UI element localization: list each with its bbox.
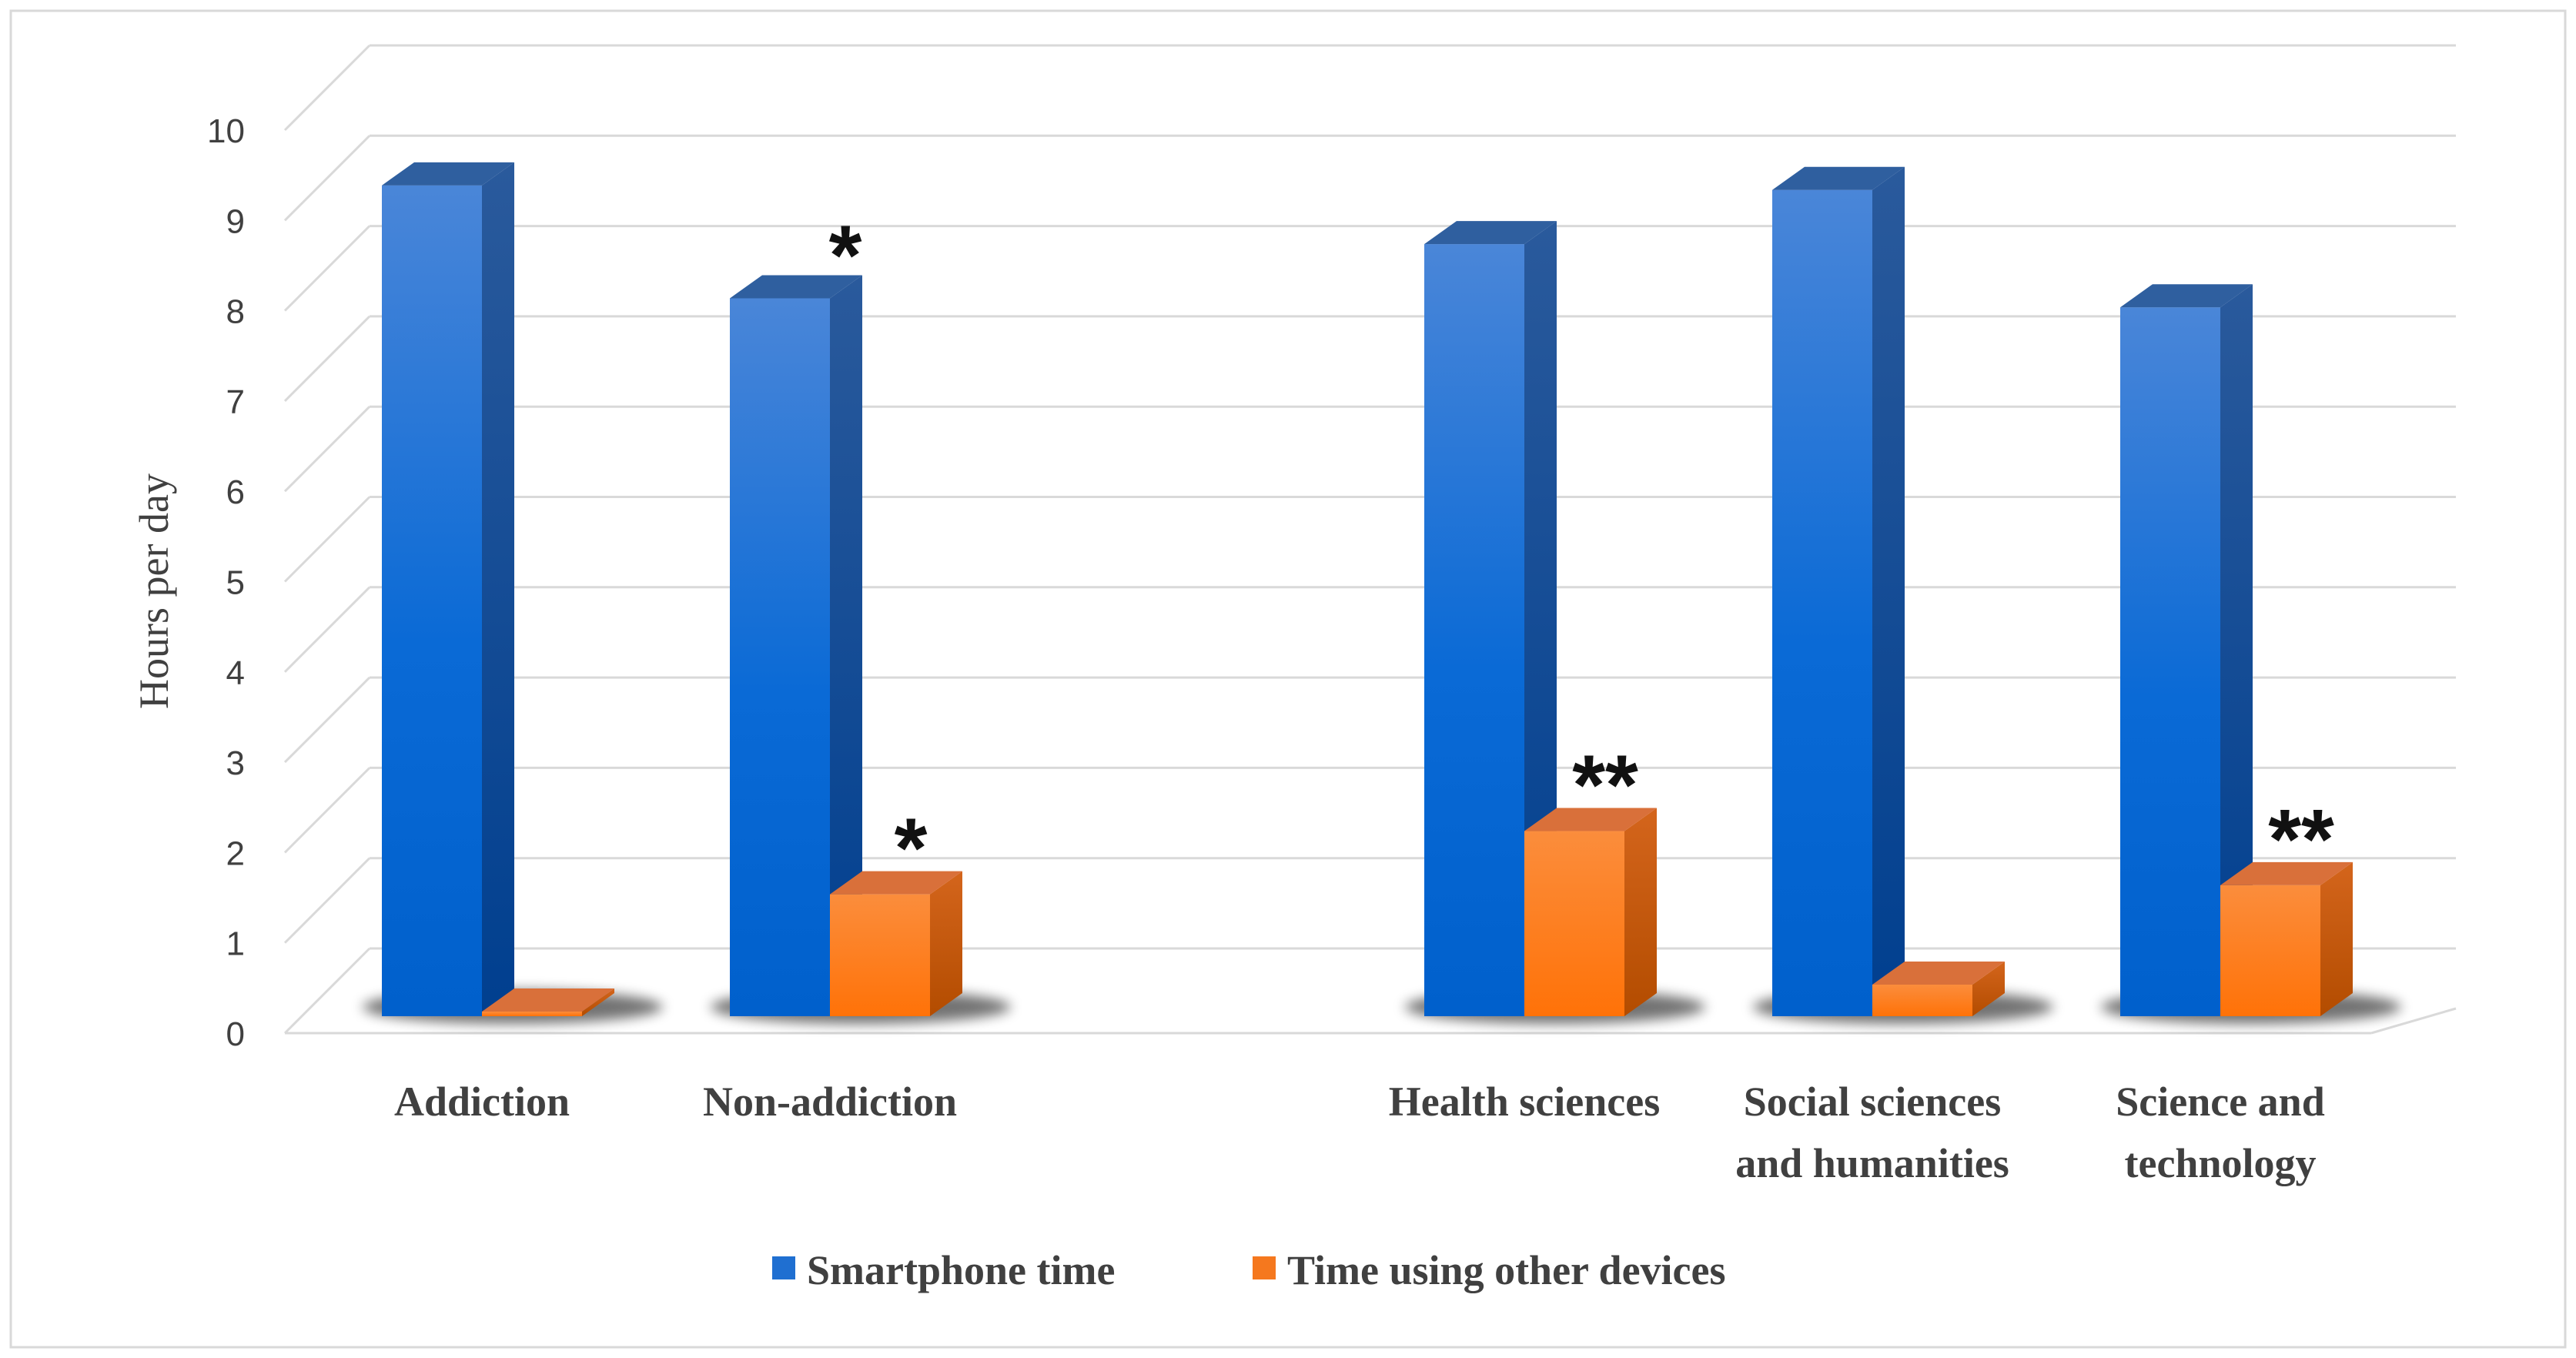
bar-other-devices-front — [1872, 984, 1972, 1016]
gridline-wall — [283, 677, 371, 764]
bar-smartphone-top — [730, 275, 862, 299]
category-label: Science and — [2116, 1079, 2325, 1125]
bar-other-devices-front — [1524, 831, 1624, 1016]
y-tick-label: 2 — [226, 835, 245, 872]
bar-other-devices-side — [1624, 808, 1657, 1016]
bar-other-devices-side — [1972, 961, 2005, 1016]
y-axis-title: Hours per day — [131, 473, 177, 709]
gridline-wall — [283, 767, 371, 854]
bar-other-devices — [2220, 861, 2353, 1016]
bars — [382, 162, 2353, 1017]
gridline-wall — [283, 406, 371, 493]
bar-other-devices-front — [830, 894, 930, 1016]
bar-smartphone — [730, 275, 862, 1017]
category-label: Non-addiction — [703, 1079, 957, 1125]
bar-smartphone-top — [382, 162, 514, 186]
legend-label-smartphone: Smartphone time — [807, 1247, 1115, 1293]
bar-smartphone-front — [2120, 307, 2220, 1016]
floor-edge-right — [2370, 1007, 2457, 1035]
bar-smartphone — [2120, 284, 2253, 1016]
y-tick-label: 4 — [226, 654, 245, 692]
y-tick-label: 9 — [226, 202, 245, 240]
significance-mark: * — [895, 801, 928, 896]
bar-smartphone-front — [1772, 189, 1872, 1017]
y-tick-label: 5 — [226, 564, 245, 602]
bar-smartphone — [1772, 166, 1905, 1017]
gridline-wall — [283, 44, 371, 132]
category-label: Social sciences — [1744, 1079, 2001, 1125]
bar-other-devices-top — [482, 988, 614, 1012]
bar-other-devices-side — [930, 871, 962, 1016]
gridline-wall — [283, 135, 371, 222]
bar-smartphone-top — [1772, 166, 1905, 190]
bar-smartphone-side — [2220, 284, 2253, 1016]
gridlines — [283, 44, 2457, 1035]
category-labels: Addiction Non-addiction Health sciences Soc… — [394, 1079, 2325, 1186]
y-tick-labels: 0 1 2 3 4 5 6 7 8 9 10 — [207, 112, 245, 1053]
bar-other-devices-top — [1524, 808, 1657, 831]
category-label: and humanities — [1735, 1140, 2009, 1186]
bar-other-devices-side — [582, 988, 614, 1016]
y-tick-label: 1 — [226, 925, 245, 963]
bar-other-devices — [482, 988, 614, 1016]
bar-smartphone-top — [2120, 284, 2253, 308]
category-label: Health sciences — [1389, 1079, 1660, 1125]
legend-swatch-smartphone — [772, 1256, 795, 1279]
gridline-wall — [283, 315, 371, 402]
bar-smartphone-side — [482, 162, 514, 1017]
bar-smartphone-side — [830, 275, 862, 1017]
y-tick-label: 0 — [226, 1015, 245, 1053]
significance-mark: * — [829, 208, 862, 303]
legend-label-other-devices: Time using other devices — [1287, 1247, 1726, 1293]
y-tick-label: 10 — [207, 112, 245, 150]
bar-other-devices — [1872, 961, 2005, 1016]
gridline-wall — [283, 586, 371, 673]
bar-other-devices-front — [2220, 885, 2320, 1016]
significance-marks: ****** — [829, 208, 2334, 895]
bar-other-devices-top — [1872, 961, 2005, 985]
bar-other-devices-top — [830, 871, 962, 895]
y-tick-label: 7 — [226, 383, 245, 421]
category-label: Addiction — [394, 1079, 570, 1125]
bar-smartphone-front — [730, 298, 830, 1017]
y-tick-label: 3 — [226, 744, 245, 782]
significance-mark: ** — [2268, 792, 2334, 887]
bar-smartphone-top — [1424, 221, 1557, 245]
gridline-wall — [283, 496, 371, 583]
y-tick-label: 8 — [226, 293, 245, 331]
gridline-wall — [283, 947, 371, 1035]
bar-smartphone — [382, 162, 514, 1017]
significance-mark: ** — [1572, 738, 1638, 833]
gridline-wall — [283, 857, 371, 944]
gridline-wall — [283, 225, 371, 312]
legend-swatch-other-devices — [1253, 1256, 1276, 1279]
bar-other-devices — [1524, 808, 1657, 1016]
bar-smartphone-front — [382, 185, 482, 1017]
bar-other-devices-top — [2220, 861, 2353, 885]
bar-smartphone-front — [1424, 244, 1524, 1017]
category-label: technology — [2125, 1140, 2317, 1186]
y-tick-label: 6 — [226, 473, 245, 511]
bar-smartphone-side — [1872, 166, 1905, 1017]
bar-other-devices-side — [2320, 861, 2353, 1016]
bar-other-devices — [830, 871, 962, 1016]
bar-other-devices-front — [482, 1012, 582, 1016]
legend: Smartphone time Time using other devices — [772, 1247, 1726, 1293]
